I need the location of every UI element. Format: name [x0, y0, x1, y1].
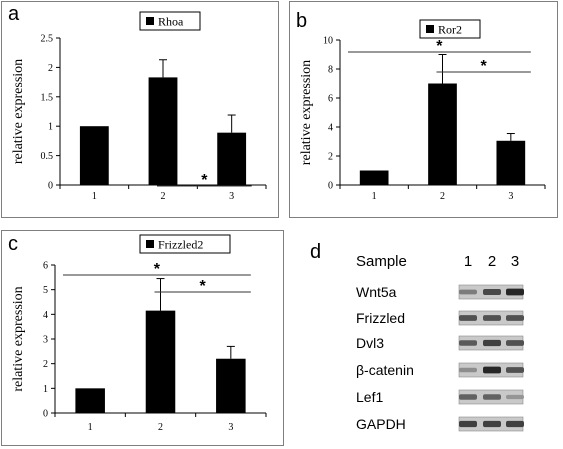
blot-band [506, 340, 524, 346]
y-tick-label: 6 [328, 94, 333, 105]
y-tick-label: 4 [328, 123, 333, 134]
y-tick-label: 0 [328, 181, 333, 192]
blot-row-label: β-catenin [356, 362, 414, 378]
panel-b-frame [289, 1, 558, 218]
blot-band [483, 366, 501, 374]
blot-header: Sample [356, 253, 407, 270]
bar-1 [75, 388, 105, 413]
y-tick-label: 5 [43, 285, 48, 296]
y-tick-label: 10 [323, 36, 333, 47]
panel-c-frame [1, 230, 284, 446]
blot-band [459, 289, 477, 295]
x-tick-label: 3 [229, 191, 234, 202]
legend-box [139, 234, 231, 254]
bar-3 [217, 132, 247, 185]
x-tick-label: 3 [228, 422, 233, 433]
lane-label: 1 [464, 253, 472, 270]
blot-band [459, 315, 477, 321]
chart-c: 0 1 2 3 4 5 6 1 2 3 relative expression Frizzled2 * * [11, 234, 267, 433]
blot-band [459, 420, 477, 428]
lane-label: 3 [511, 253, 519, 270]
blot-row-label: Frizzled [356, 310, 405, 326]
x-tick-label: 2 [161, 191, 166, 202]
y-tick-label: 8 [328, 65, 333, 76]
significance-marker: * [481, 58, 488, 75]
y-tick-label: 3 [43, 335, 48, 346]
legend-swatch [146, 240, 154, 248]
y-axis-label: relative expression [299, 60, 314, 165]
lane-label: 2 [488, 253, 496, 270]
legend-swatch [146, 17, 154, 25]
legend-label: Rhoa [158, 15, 184, 29]
blot-band [506, 288, 524, 296]
panel-b-letter: b [296, 10, 307, 32]
y-tick-label: 2 [48, 63, 53, 74]
y-tick-label: 2 [328, 152, 333, 163]
x-tick-label: 1 [372, 191, 377, 202]
blot-row-label: Dvl3 [356, 335, 384, 351]
blot-band [483, 394, 501, 400]
chart-a: 0 0.5 1 1.5 2 2.5 1 2 3 relative expression Rhoa * [11, 11, 267, 202]
bar-1 [359, 170, 389, 185]
bar-2 [148, 77, 178, 185]
bar-1 [79, 126, 109, 185]
legend-label: Ror2 [438, 23, 462, 37]
x-tick-label: 1 [92, 191, 97, 202]
blot-band [459, 340, 477, 346]
panel-c-letter: c [8, 233, 18, 255]
blot-band [459, 367, 477, 373]
legend-box [419, 19, 481, 39]
y-tick-label: 0 [43, 409, 48, 420]
significance-marker: * [200, 278, 207, 295]
x-tick-label: 2 [440, 191, 445, 202]
y-tick-label: 1.5 [41, 92, 54, 103]
legend-box [139, 11, 201, 31]
y-tick-label: 0 [48, 181, 53, 192]
significance-marker: * [154, 261, 161, 278]
blot-band [506, 367, 524, 373]
y-tick-label: 6 [43, 261, 48, 272]
y-axis-label: relative expression [11, 59, 26, 164]
bar-3 [216, 358, 246, 413]
western-blot: Sample 1 2 3 Wnt5a Frizzled Dvl3 β-catenin Lef1 G… [356, 253, 524, 432]
legend: Rhoa [139, 11, 201, 31]
blot-row-label: Wnt5a [356, 284, 397, 300]
legend: Ror2 [419, 19, 481, 39]
significance-marker: * [436, 38, 443, 55]
panel-a-letter: a [8, 3, 20, 25]
y-tick-label: 2.5 [41, 34, 54, 45]
blot-band [506, 420, 524, 428]
x-tick-label: 3 [508, 191, 513, 202]
significance-marker: * [201, 172, 208, 189]
panel-a-frame [1, 1, 279, 218]
blot-band [483, 339, 501, 347]
x-tick-label: 1 [88, 422, 93, 433]
blot-band [506, 394, 524, 400]
bar-2 [428, 83, 457, 185]
y-tick-label: 1 [43, 384, 48, 395]
blot-band [506, 315, 524, 321]
y-tick-label: 1 [48, 122, 53, 133]
legend-label: Frizzled2 [158, 238, 203, 252]
blot-band [459, 394, 477, 400]
bar-2 [145, 310, 176, 413]
legend-swatch [426, 25, 434, 33]
blot-band [483, 420, 501, 428]
blot-row-label: GAPDH [356, 416, 406, 432]
panel-d-letter: d [310, 241, 321, 263]
blot-band [483, 315, 501, 321]
legend: Frizzled2 [139, 234, 231, 254]
y-axis-label: relative expression [11, 286, 26, 391]
x-tick-label: 2 [158, 422, 163, 433]
blot-band [483, 289, 501, 295]
y-tick-label: 2 [43, 359, 48, 370]
y-tick-label: 4 [43, 310, 48, 321]
blot-row-label: Lef1 [356, 389, 383, 405]
bar-3 [496, 140, 526, 185]
y-tick-label: 0.5 [41, 151, 54, 162]
